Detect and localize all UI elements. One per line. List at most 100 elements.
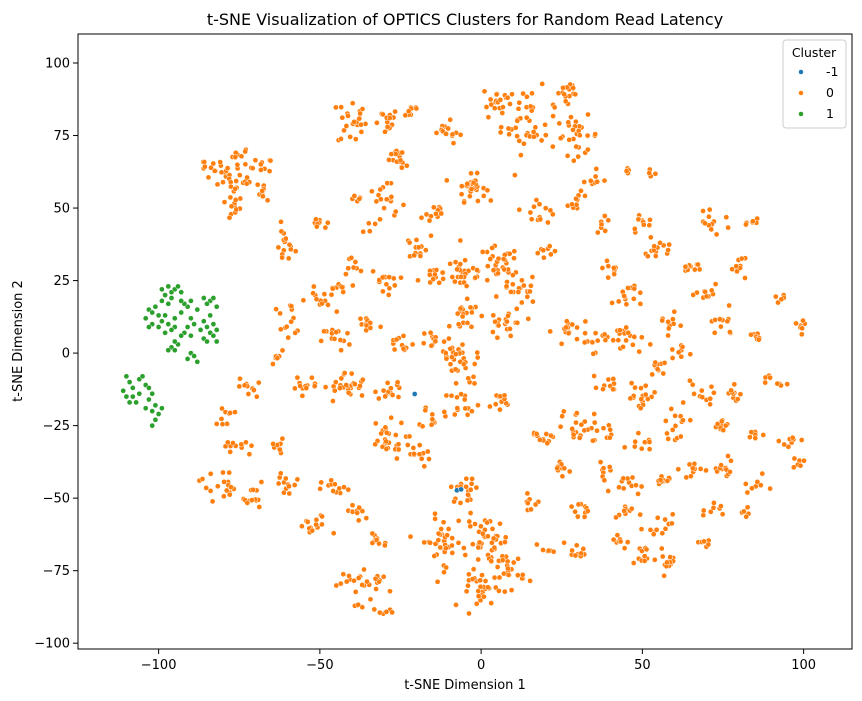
- point-cluster-0: [400, 333, 407, 339]
- point-cluster-0: [277, 446, 283, 453]
- point-cluster-0: [573, 118, 579, 125]
- point-cluster-1: [210, 332, 217, 339]
- point-cluster-0: [463, 483, 469, 490]
- point-cluster-1: [188, 332, 194, 339]
- point-cluster-0: [508, 587, 515, 593]
- point-cluster-0: [689, 465, 696, 472]
- point-cluster-0: [349, 100, 356, 107]
- point-cluster-1: [204, 300, 210, 307]
- point-cluster-0: [226, 491, 233, 498]
- point-cluster-0: [246, 451, 253, 458]
- point-cluster-0: [441, 569, 447, 576]
- point-cluster-0: [680, 399, 687, 406]
- point-cluster-0: [669, 520, 675, 527]
- point-cluster-0: [270, 361, 276, 367]
- point-cluster-0: [467, 523, 474, 530]
- point-cluster-0: [386, 115, 393, 121]
- point-cluster-0: [469, 541, 476, 548]
- point-cluster-0: [498, 124, 505, 131]
- point-cluster-0: [380, 573, 387, 580]
- point-cluster-0: [333, 329, 340, 336]
- point-cluster-0: [642, 382, 649, 389]
- point-cluster-0: [481, 593, 487, 600]
- point-cluster-0: [518, 299, 525, 306]
- point-cluster-0: [592, 131, 599, 137]
- point-cluster-0: [527, 578, 533, 584]
- point-cluster-0: [755, 336, 762, 343]
- point-cluster-0: [490, 535, 497, 542]
- point-cluster-0: [395, 394, 402, 400]
- point-cluster-0: [364, 578, 370, 585]
- point-cluster-0: [299, 523, 305, 530]
- point-cluster-0: [661, 572, 667, 579]
- point-cluster-0: [475, 198, 481, 204]
- point-cluster-0: [376, 540, 382, 547]
- point-cluster-0: [496, 588, 502, 594]
- point-cluster-0: [469, 475, 475, 482]
- point-cluster-0: [464, 411, 471, 418]
- point-cluster-0: [557, 135, 564, 142]
- point-cluster-0: [243, 180, 250, 187]
- point-cluster-0: [465, 375, 472, 382]
- point-cluster-0: [432, 515, 438, 522]
- point-cluster-0: [584, 508, 591, 514]
- point-cluster-1: [200, 318, 207, 325]
- point-cluster-0: [752, 435, 759, 441]
- point-cluster-0: [630, 341, 636, 348]
- point-cluster-0: [512, 124, 519, 131]
- point-cluster-0: [343, 123, 350, 129]
- point-cluster-0: [631, 285, 638, 292]
- point-cluster-0: [340, 289, 347, 295]
- point-cluster-0: [664, 430, 670, 437]
- point-cluster-0: [300, 297, 307, 304]
- point-cluster-0: [568, 503, 575, 510]
- y-tick-label: 100: [45, 57, 70, 72]
- point-cluster-0: [742, 481, 749, 487]
- point-cluster-0: [372, 575, 379, 582]
- point-cluster-0: [602, 228, 609, 234]
- point-cluster-0: [244, 500, 251, 506]
- legend-marker-noise: [798, 69, 804, 75]
- point-cluster-0: [605, 263, 612, 269]
- point-cluster-0: [237, 375, 243, 382]
- point-cluster-0: [330, 398, 336, 404]
- point-cluster-0: [356, 504, 363, 511]
- point-cluster-0: [638, 483, 645, 490]
- point-cluster-0: [697, 466, 704, 472]
- point-cluster-0: [329, 285, 336, 292]
- point-cluster-0: [214, 483, 221, 490]
- point-cluster-0: [220, 179, 226, 186]
- point-cluster-0: [560, 84, 566, 91]
- point-cluster-0: [343, 271, 349, 277]
- point-cluster-0: [359, 392, 365, 399]
- point-cluster-0: [417, 253, 424, 259]
- point-cluster-0: [429, 411, 436, 418]
- point-cluster-0: [652, 359, 659, 366]
- point-cluster-0: [605, 217, 612, 224]
- point-cluster-0: [480, 193, 487, 199]
- point-cluster-0: [392, 108, 398, 115]
- point-cluster-0: [248, 497, 255, 503]
- point-cluster-0: [708, 383, 715, 390]
- point-cluster-0: [727, 469, 733, 475]
- point-cluster-0: [294, 476, 301, 483]
- point-cluster-0: [747, 434, 753, 440]
- point-cluster-0: [488, 558, 495, 565]
- point-cluster-0: [355, 575, 362, 581]
- point-cluster-0: [712, 281, 719, 287]
- point-cluster-0: [479, 530, 486, 537]
- point-cluster-0: [516, 99, 523, 106]
- point-cluster-0: [527, 209, 534, 216]
- point-cluster-0: [569, 321, 576, 328]
- point-cluster-0: [544, 440, 551, 447]
- point-cluster-0: [609, 300, 615, 306]
- point-cluster-0: [338, 136, 344, 142]
- point-cluster-0: [465, 582, 471, 589]
- point-cluster-0: [497, 97, 504, 103]
- point-cluster-0: [540, 547, 546, 553]
- point-cluster-0: [502, 539, 508, 545]
- point-cluster-0: [514, 133, 520, 139]
- point-cluster-0: [243, 439, 249, 446]
- point-cluster-1: [178, 289, 185, 296]
- point-cluster-1: [139, 373, 146, 380]
